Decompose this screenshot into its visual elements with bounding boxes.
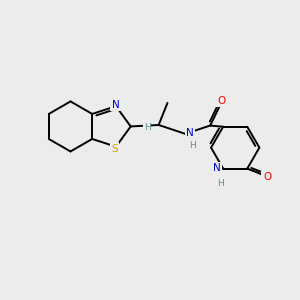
- Text: S: S: [111, 144, 118, 154]
- Text: N: N: [112, 100, 120, 110]
- Text: O: O: [263, 172, 271, 182]
- Text: H: H: [218, 179, 224, 188]
- Text: H: H: [144, 123, 150, 132]
- Text: O: O: [218, 96, 226, 106]
- Text: H: H: [189, 141, 196, 150]
- Text: N: N: [213, 163, 221, 173]
- Text: N: N: [186, 128, 194, 138]
